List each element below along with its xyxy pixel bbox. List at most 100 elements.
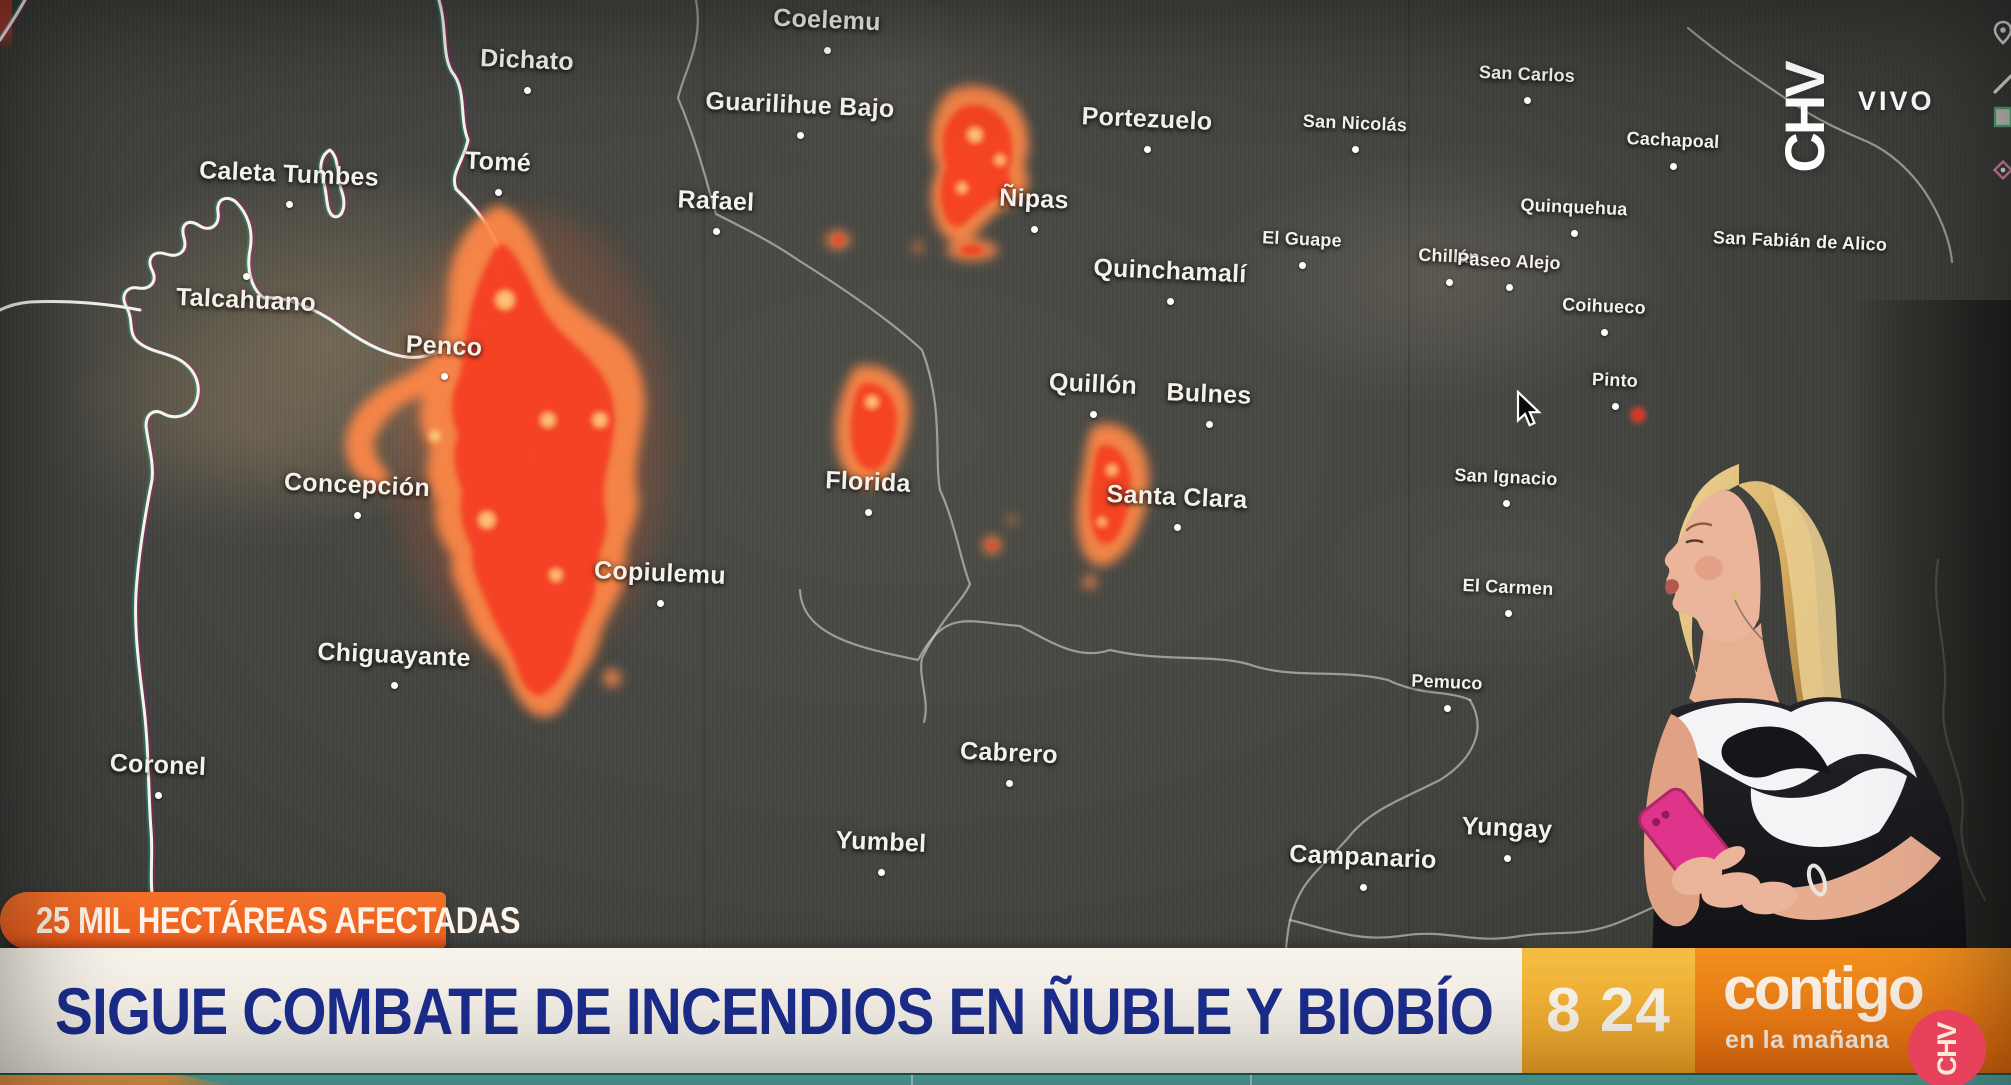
live-badge: VIVO bbox=[1858, 86, 1935, 116]
ticker-wedge bbox=[0, 1075, 240, 1085]
show-subtitle: en la mañana bbox=[1725, 1026, 1890, 1054]
city-label: Cabrero bbox=[959, 736, 1059, 770]
presenter-hair-side bbox=[1771, 484, 1877, 780]
presenter-eyebrow bbox=[1685, 522, 1713, 532]
chv-circle-logo-text: CHV bbox=[1931, 1022, 1962, 1076]
city-dot bbox=[495, 189, 502, 196]
chv-circle-logo: CHV bbox=[1908, 1010, 1986, 1085]
city-label: San Carlos bbox=[1478, 61, 1576, 87]
city-label: Coronel bbox=[109, 748, 207, 782]
kicker-banner: 25 MIL HECTÁREAS AFECTADAS bbox=[0, 892, 521, 949]
city-label: Rafael bbox=[677, 185, 756, 217]
presenter-top-white-swoosh bbox=[1750, 768, 1907, 847]
city-label: Talcahuano bbox=[175, 282, 317, 318]
city-label: Penco bbox=[405, 330, 483, 362]
show-title: contigo bbox=[1723, 955, 1925, 1022]
city-label: Dichato bbox=[479, 43, 575, 77]
videowall-seam bbox=[1408, 0, 1410, 1085]
city-label: Yumbel bbox=[835, 826, 927, 858]
city-label: Caleta Tumbes bbox=[198, 156, 380, 192]
city-label: Chiguayante bbox=[316, 637, 472, 673]
presenter-bracelet bbox=[1806, 863, 1828, 897]
city-label: Campanario bbox=[1288, 839, 1438, 875]
city-label: Paseo Alejo bbox=[1456, 248, 1562, 274]
city-label: Quinchamalí bbox=[1092, 253, 1248, 289]
city-dot bbox=[1174, 524, 1181, 531]
city-dot bbox=[713, 228, 720, 235]
city-label: Copiulemu bbox=[593, 556, 727, 590]
city-dot bbox=[1444, 705, 1451, 712]
polygon-icon[interactable] bbox=[1991, 104, 2011, 135]
kicker-text: 25 MIL HECTÁREAS AFECTADAS bbox=[36, 899, 521, 941]
city-dot bbox=[1612, 403, 1619, 410]
presenter-top-cutout bbox=[1721, 726, 1831, 778]
city-dot bbox=[1167, 298, 1174, 305]
city-label: Santa Clara bbox=[1106, 479, 1249, 515]
mic-cable bbox=[1734, 599, 1764, 641]
city-dot bbox=[1299, 262, 1306, 269]
city-dot bbox=[524, 87, 531, 94]
city-label: Tomé bbox=[464, 146, 532, 178]
city-label: Coelemu bbox=[772, 3, 882, 37]
city-dot bbox=[1504, 855, 1511, 862]
presenter bbox=[1638, 464, 1967, 988]
city-label: San Nicolás bbox=[1302, 110, 1408, 136]
city-dot bbox=[441, 373, 448, 380]
diamond-icon[interactable] bbox=[1991, 158, 2011, 187]
city-dot bbox=[1360, 884, 1367, 891]
clock-box: 8 24 bbox=[1522, 948, 1695, 1073]
chv-channel-logo: CHV bbox=[1773, 63, 1836, 173]
city-dot bbox=[391, 682, 398, 689]
city-dot bbox=[1524, 97, 1531, 104]
presenter-lips bbox=[1665, 579, 1679, 595]
city-dot bbox=[1206, 421, 1213, 428]
city-dot bbox=[1144, 146, 1151, 153]
city-label: Quillón bbox=[1048, 368, 1138, 400]
city-label: Pemuco bbox=[1411, 670, 1484, 694]
city-dot bbox=[155, 792, 162, 799]
city-dot bbox=[1352, 146, 1359, 153]
ticker-divider bbox=[911, 1075, 913, 1085]
city-dot bbox=[1571, 230, 1578, 237]
city-dot bbox=[286, 201, 293, 208]
city-label: Coihueco bbox=[1561, 294, 1647, 318]
city-label: Guarilihue Bajo bbox=[704, 86, 896, 124]
city-label: Yungay bbox=[1461, 812, 1553, 844]
presenter-forearm bbox=[1757, 836, 1941, 920]
city-dot bbox=[865, 509, 872, 516]
city-label: Bulnes bbox=[1165, 378, 1253, 410]
city-dot bbox=[1601, 329, 1608, 336]
city-label: Portezuelo bbox=[1081, 102, 1213, 136]
city-dot bbox=[354, 512, 361, 519]
fire-hotspots bbox=[345, 85, 1646, 717]
clock-time: 8 24 bbox=[1546, 976, 1671, 1045]
presenter-eye bbox=[1685, 539, 1704, 544]
headline-banner: SIGUE COMBATE DE INCENDIOS EN ÑUBLE Y BI… bbox=[0, 948, 1522, 1073]
city-dot bbox=[1090, 411, 1097, 418]
ruler-icon[interactable] bbox=[1991, 72, 2011, 101]
ticker-divider bbox=[1250, 1075, 1252, 1085]
videowall-seam bbox=[703, 0, 705, 1085]
location-pin-icon[interactable] bbox=[1991, 20, 2011, 51]
mouse-cursor[interactable] bbox=[1515, 389, 1543, 433]
city-label: San Fabián de Alico bbox=[1712, 227, 1888, 255]
presenter-neck bbox=[1689, 618, 1781, 716]
city-dot bbox=[1506, 284, 1513, 291]
presenter-earring bbox=[1731, 592, 1739, 600]
city-label: Ñipas bbox=[998, 183, 1070, 215]
city-dot bbox=[657, 600, 664, 607]
headline-text: SIGUE COMBATE DE INCENDIOS EN ÑUBLE Y BI… bbox=[55, 973, 1494, 1048]
city-dot bbox=[797, 132, 804, 139]
city-dot bbox=[878, 869, 885, 876]
city-label: Cachapoal bbox=[1626, 127, 1720, 153]
city-label: El Guape bbox=[1261, 227, 1343, 251]
city-dot bbox=[1503, 500, 1510, 507]
city-label: El Carmen bbox=[1462, 575, 1554, 599]
city-dot bbox=[1505, 610, 1512, 617]
city-label: Concepción bbox=[283, 467, 431, 503]
city-dot bbox=[1446, 279, 1453, 286]
city-label: Quinquehua bbox=[1520, 194, 1628, 220]
